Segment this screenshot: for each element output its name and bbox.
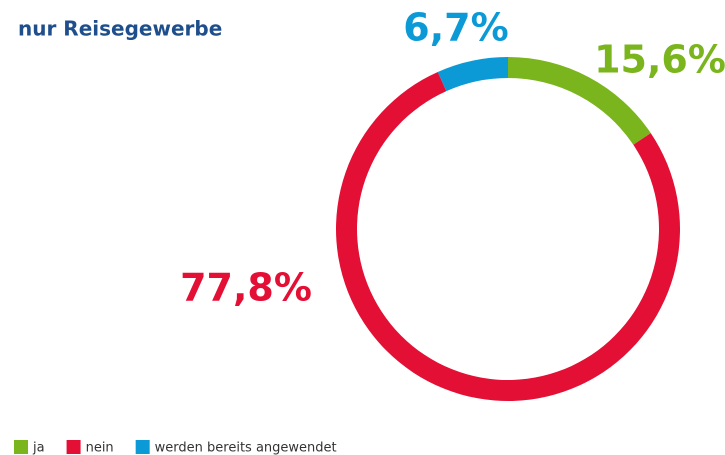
legend-label: ja (32, 441, 45, 455)
legend-label: nein (86, 441, 114, 455)
donut (335, 57, 680, 402)
donut-segment (437, 57, 508, 92)
legend-label: werden bereits angewendet (155, 441, 337, 455)
legend-swatch (14, 440, 28, 454)
value-label: 6,7% (403, 6, 508, 50)
legend-swatch (66, 440, 81, 454)
chart-title: nur Reisegewerbe (18, 17, 222, 41)
value-label: 77,8% (180, 266, 312, 310)
donut-segment (508, 57, 651, 145)
value-label: 15,6% (594, 38, 725, 82)
legend-swatch (135, 440, 150, 454)
legend: ja nein werden bereits angewendet (14, 440, 337, 455)
